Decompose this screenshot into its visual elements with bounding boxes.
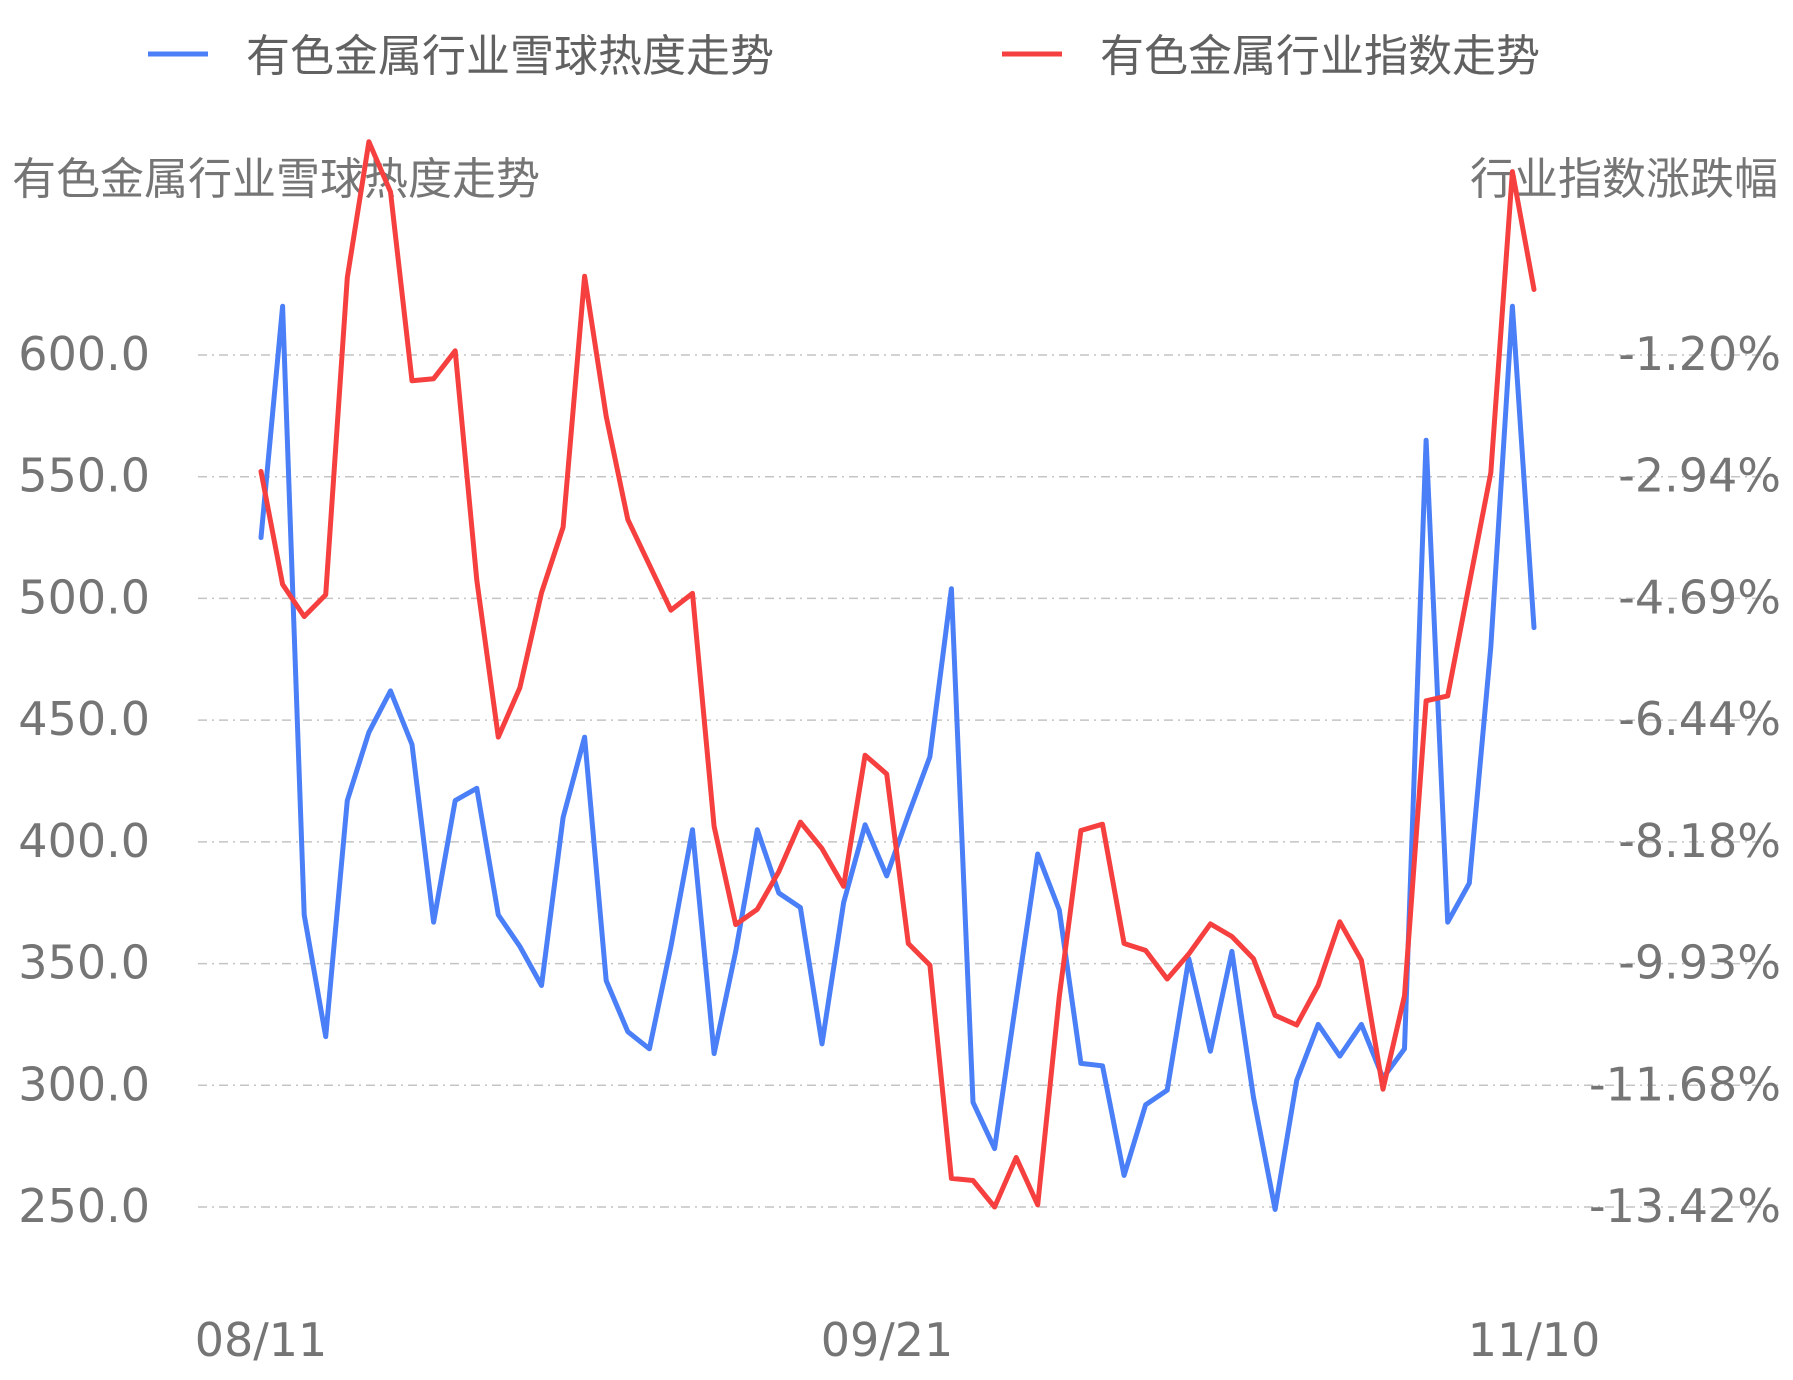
left-axis-title: 有色金属行业雪球热度走势 — [12, 154, 540, 205]
left-tick-label: 250.0 — [18, 1179, 150, 1233]
left-tick-label: 450.0 — [18, 692, 150, 746]
right-tick-label: -1.20% — [1618, 327, 1781, 381]
x-axis-ticks: 08/11 09/21 11/10 — [195, 1313, 1601, 1367]
left-tick-label: 550.0 — [18, 449, 150, 503]
x-tick-label: 11/10 — [1468, 1313, 1601, 1367]
right-tick-label: -4.69% — [1618, 570, 1781, 624]
right-axis-title: 行业指数涨跌幅 — [1470, 154, 1778, 205]
legend-item-heat[interactable]: 有色金属行业雪球热度走势 — [148, 31, 774, 82]
right-tick-label: -6.44% — [1618, 692, 1781, 746]
right-tick-label: -2.94% — [1618, 449, 1781, 503]
right-tick-label: -13.42% — [1589, 1179, 1781, 1233]
legend-item-index[interactable]: 有色金属行业指数走势 — [1002, 31, 1540, 82]
index-series-line — [258, 139, 1537, 1210]
legend-label-index: 有色金属行业指数走势 — [1100, 31, 1540, 82]
left-tick-label: 300.0 — [18, 1057, 150, 1111]
legend-label-heat: 有色金属行业雪球热度走势 — [246, 31, 774, 82]
left-tick-label: 600.0 — [18, 327, 150, 381]
x-tick-label: 09/21 — [821, 1313, 954, 1367]
right-axis-ticks: -1.20% -2.94% -4.69% -6.44% -8.18% -9.93% -11.… — [1589, 327, 1781, 1233]
legend: 有色金属行业雪球热度走势 有色金属行业指数走势 — [148, 31, 1540, 82]
left-tick-label: 350.0 — [18, 936, 150, 990]
left-tick-label: 500.0 — [18, 570, 150, 624]
series-layer — [258, 139, 1537, 1212]
right-tick-label: -9.93% — [1618, 936, 1781, 990]
heat-series-line — [258, 303, 1537, 1212]
left-axis-ticks: 600.0 550.0 500.0 450.0 400.0 350.0 300.0 250.0 — [18, 327, 150, 1233]
gridlines — [198, 354, 1778, 1208]
left-tick-label: 400.0 — [18, 814, 150, 868]
x-tick-label: 08/11 — [195, 1313, 328, 1367]
right-tick-label: -11.68% — [1589, 1057, 1781, 1111]
right-tick-label: -8.18% — [1618, 814, 1781, 868]
